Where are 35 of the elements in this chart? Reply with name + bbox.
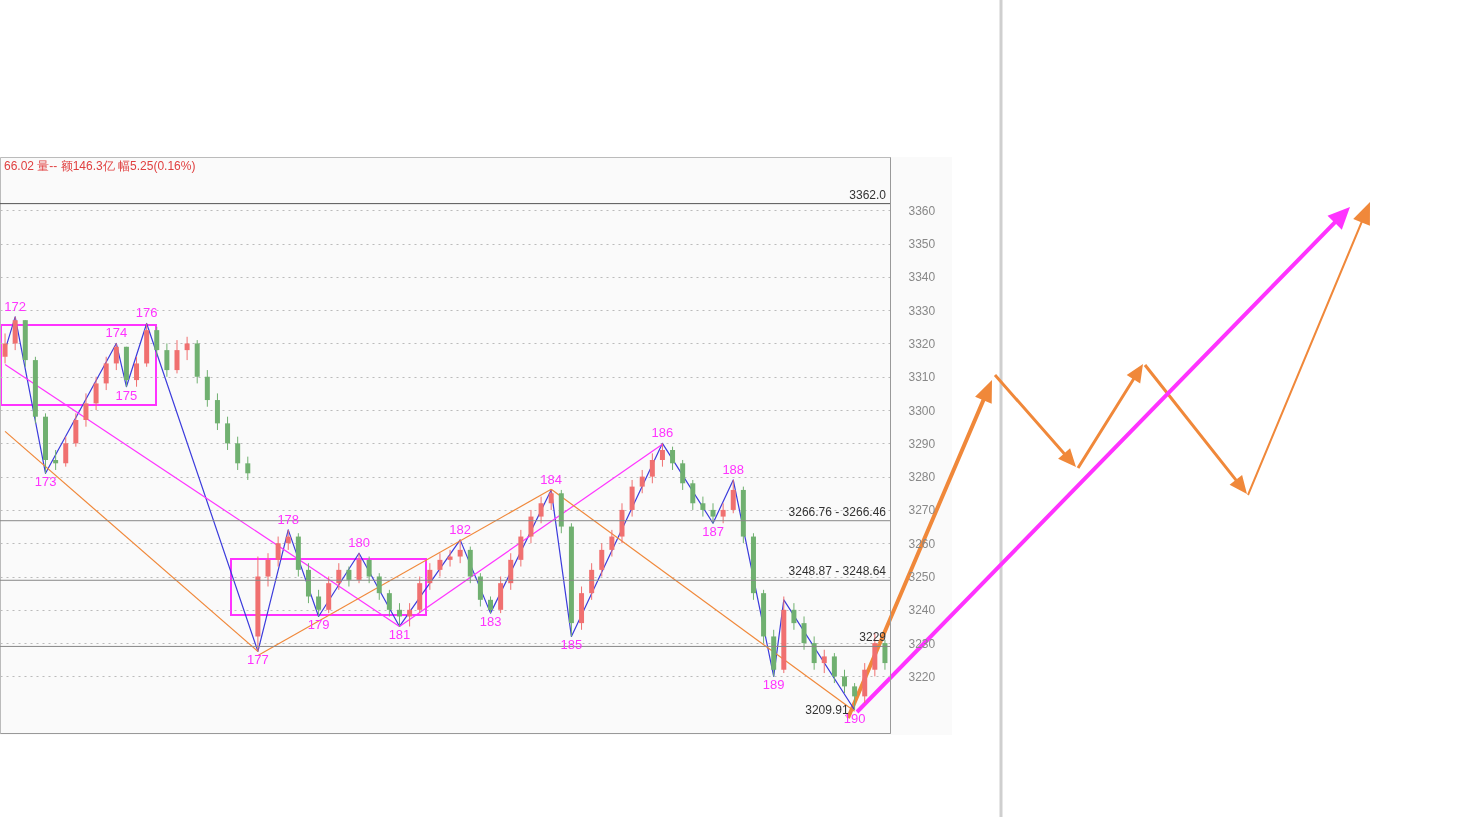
y-tick-label: 3300 — [908, 403, 936, 418]
y-tick-label: 3250 — [908, 570, 936, 585]
ref-line-label: 3248.87 - 3248.64 — [788, 564, 887, 579]
annotation: 176 — [135, 305, 158, 321]
annotation: 66.02 量-- 额146.3亿 幅5.25(0.16%) — [4, 159, 196, 173]
ref-line-label: 3362.0 — [849, 187, 887, 202]
y-tick-label: 3350 — [908, 237, 936, 252]
annotation: 173 — [34, 474, 57, 490]
annotation: 172 — [4, 298, 27, 314]
annotation: 180 — [348, 535, 370, 551]
ref-line-label: 3266.76 - 3266.46 — [788, 504, 887, 519]
annotation: 177 — [247, 652, 269, 668]
annotation: 179 — [307, 617, 330, 633]
annotation: 184 — [540, 471, 563, 487]
y-tick-label: 3340 — [908, 270, 936, 285]
y-tick-label: 3280 — [908, 470, 936, 485]
annotation: 188 — [722, 461, 745, 477]
y-tick-label: 3320 — [908, 336, 936, 351]
y-tick-label: 3270 — [908, 503, 936, 518]
annotation: 183 — [479, 614, 502, 630]
annotation: 178 — [277, 511, 300, 527]
annotation: 186 — [651, 425, 674, 441]
annotation: 175 — [115, 387, 138, 403]
y-tick-label: 3360 — [908, 203, 936, 218]
annotation: 187 — [702, 524, 724, 540]
y-tick-label: 3220 — [908, 669, 936, 684]
annotation: 174 — [105, 325, 128, 341]
annotation: 181 — [388, 627, 411, 643]
y-tick-label: 3240 — [908, 603, 936, 618]
y-tick-label: 3330 — [908, 303, 936, 318]
annotation: 189 — [762, 677, 785, 693]
annotation: 185 — [560, 637, 583, 653]
annotation: 182 — [449, 521, 472, 537]
y-tick-label: 3310 — [908, 370, 936, 385]
y-tick-label: 3290 — [908, 436, 936, 451]
